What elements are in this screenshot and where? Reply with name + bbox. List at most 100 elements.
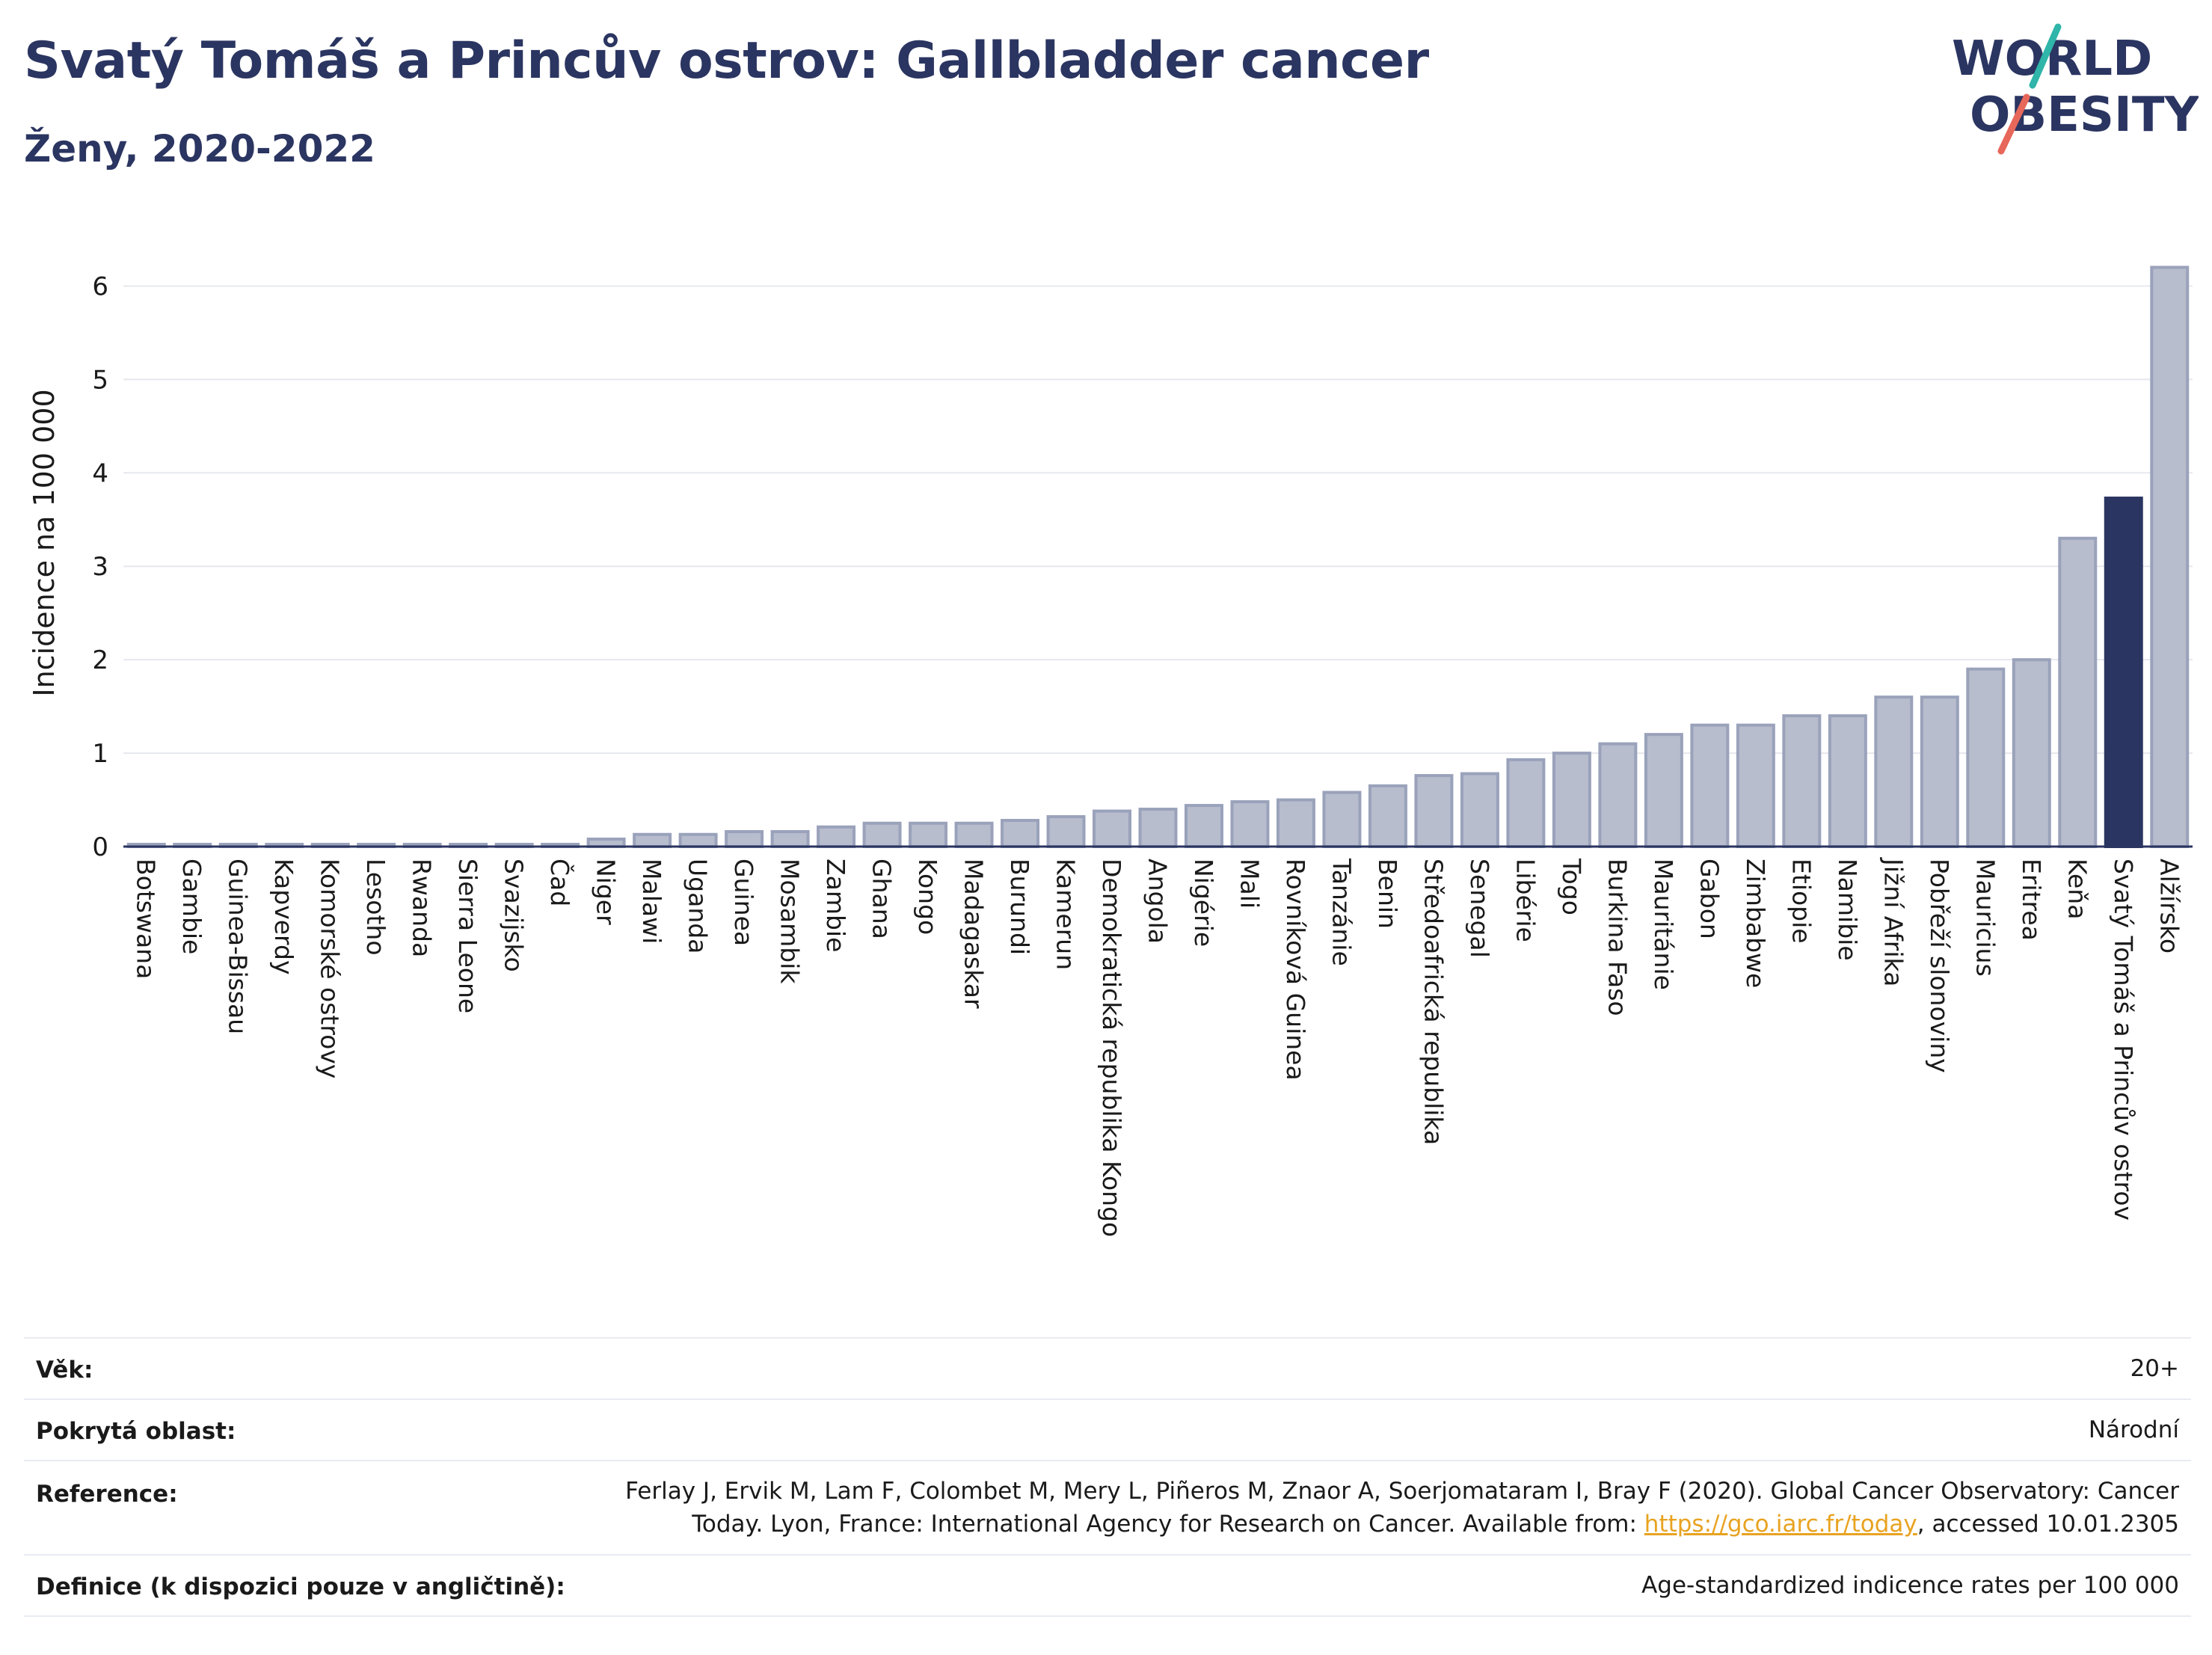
bar	[1138, 808, 1178, 848]
bar	[1690, 723, 1730, 848]
coverage-row: Pokrytá oblast: Národní	[24, 1398, 2191, 1460]
bar	[1230, 800, 1270, 848]
x-tick-label: Eritrea	[2017, 859, 2046, 941]
definition-row: Definice (k dispozici pouze v angličtině…	[24, 1554, 2191, 1615]
reference-text-pre: Today. Lyon, France: International Agenc…	[692, 1511, 1644, 1538]
x-tick-label: Čad	[545, 859, 575, 906]
x-tick-label: Angola	[1143, 859, 1173, 944]
x-tick-labels: Botswana Gambie Guinea-Bissau Kapverdy Komor…	[132, 857, 2184, 1237]
bar	[1782, 714, 1822, 848]
bar	[1460, 772, 1499, 849]
bar	[1368, 784, 1407, 849]
definition-label: Definice (k dispozici pouze v angličtině…	[36, 1573, 565, 1600]
coverage-label: Pokrytá oblast:	[36, 1418, 236, 1445]
y-tick-label: 2	[92, 645, 108, 675]
x-tick-label: Burkina Faso	[1603, 859, 1632, 1016]
reference-row: Reference: Ferlay J, Ervik M, Lam F, Col…	[24, 1460, 2191, 1554]
divider	[24, 1615, 2191, 1617]
x-tick-label: Alžírsko	[2154, 859, 2184, 954]
x-tick-label: Rwanda	[408, 859, 437, 957]
bar	[954, 821, 994, 849]
bar	[2012, 658, 2051, 849]
bar	[2058, 536, 2098, 848]
x-tick-label: Jižní Afrika	[1878, 857, 1908, 986]
bar	[1276, 798, 1315, 848]
x-tick-label: Zimbabwe	[1741, 859, 1770, 988]
reference-link[interactable]: https://gco.iarc.fr/today	[1644, 1511, 1917, 1538]
y-tick-label: 0	[92, 832, 108, 862]
x-tick-label: Togo	[1557, 858, 1586, 915]
reference-label: Reference:	[36, 1481, 178, 1508]
x-tick-label: Demokratická republika Kongo	[1097, 859, 1126, 1237]
x-tick-label: Gambie	[177, 859, 206, 954]
y-tick-labels: 0 1 2 3 4 5 6	[92, 271, 108, 862]
x-tick-label: Středoafrická republika	[1419, 859, 1448, 1145]
x-tick-label: Svazijsko	[500, 859, 529, 972]
age-row: Věk: 20+	[24, 1337, 2191, 1398]
bar	[1828, 714, 1867, 848]
y-tick-label: 1	[92, 739, 108, 769]
x-tick-label: Mali	[1235, 859, 1264, 909]
world-obesity-logo: WORLD OBESITY	[1952, 23, 2199, 155]
bar	[1506, 758, 1546, 848]
x-tick-label: Gabon	[1695, 859, 1724, 939]
bar	[2150, 265, 2190, 848]
bar-chart: 0 1 2 3 4 5 6 Botswana Gambie Guinea-Bissau Kapve…	[28, 265, 2193, 1237]
x-tick-label: Mauritánie	[1649, 859, 1678, 990]
gridlines	[123, 285, 2193, 755]
bar	[1598, 742, 1638, 848]
x-tick-label: Niger	[592, 859, 621, 925]
x-tick-label: Nigérie	[1189, 859, 1218, 947]
bar	[1920, 696, 1959, 848]
bar	[817, 825, 856, 848]
x-tick-label: Botswana	[132, 859, 161, 979]
reference-text-post: , accessed 10.01.2305	[1917, 1511, 2179, 1538]
x-tick-label: Mauricius	[1970, 859, 2000, 977]
x-tick-label: Madagaskar	[959, 859, 989, 1009]
logo-slash-teal	[2029, 23, 2062, 89]
bar-highlighted	[2104, 497, 2143, 848]
y-tick-label: 6	[92, 271, 108, 301]
bar	[1322, 790, 1362, 848]
bar	[1736, 723, 1775, 848]
x-tick-label: Etiopie	[1787, 859, 1816, 944]
y-tick-label: 5	[92, 365, 108, 395]
divider	[24, 1460, 2191, 1461]
bar	[725, 830, 764, 849]
x-tick-label: Zambie	[821, 859, 850, 952]
chart-subtitle: Ženy, 2020-2022	[24, 127, 375, 171]
definition-value: Age-standardized indicence rates per 100…	[1641, 1572, 2179, 1599]
x-tick-label: Guinea-Bissau	[224, 859, 253, 1034]
x-tick-label: Mosambik	[775, 859, 805, 984]
age-value: 20+	[2130, 1355, 2179, 1382]
bar	[1046, 815, 1086, 849]
logo-slash-red	[1997, 93, 2030, 155]
bar	[1414, 774, 1454, 849]
x-tick-label: Uganda	[683, 859, 713, 954]
x-tick-label: Sierra Leone	[453, 859, 482, 1013]
x-tick-label: Guinea	[729, 859, 758, 946]
bar	[1185, 804, 1223, 848]
coverage-value: Národní	[2088, 1416, 2179, 1443]
bar	[633, 832, 672, 849]
x-tick-label: Tanzánie	[1327, 858, 1356, 966]
divider	[24, 1398, 2191, 1400]
x-tick-label: Ghana	[867, 859, 897, 939]
y-tick-label: 3	[92, 552, 108, 582]
x-tick-label: Libérie	[1511, 859, 1540, 942]
x-tick-label: Kamerun	[1051, 859, 1081, 970]
bars	[126, 265, 2190, 849]
bar	[678, 832, 718, 849]
x-tick-label: Keňa	[2062, 859, 2092, 919]
bar	[1093, 809, 1131, 848]
divider	[24, 1554, 2191, 1556]
age-label: Věk:	[36, 1357, 93, 1384]
x-tick-label: Pobřeží slonoviny	[1925, 859, 1954, 1073]
bar	[1874, 696, 1914, 848]
bar	[1552, 752, 1591, 848]
bar	[862, 821, 902, 849]
x-tick-label: Lesotho	[361, 859, 390, 956]
x-tick-label: Burundi	[1005, 859, 1034, 955]
x-tick-label: Kongo	[913, 859, 942, 935]
reference-line-2: Today. Lyon, France: International Agenc…	[625, 1508, 2179, 1541]
